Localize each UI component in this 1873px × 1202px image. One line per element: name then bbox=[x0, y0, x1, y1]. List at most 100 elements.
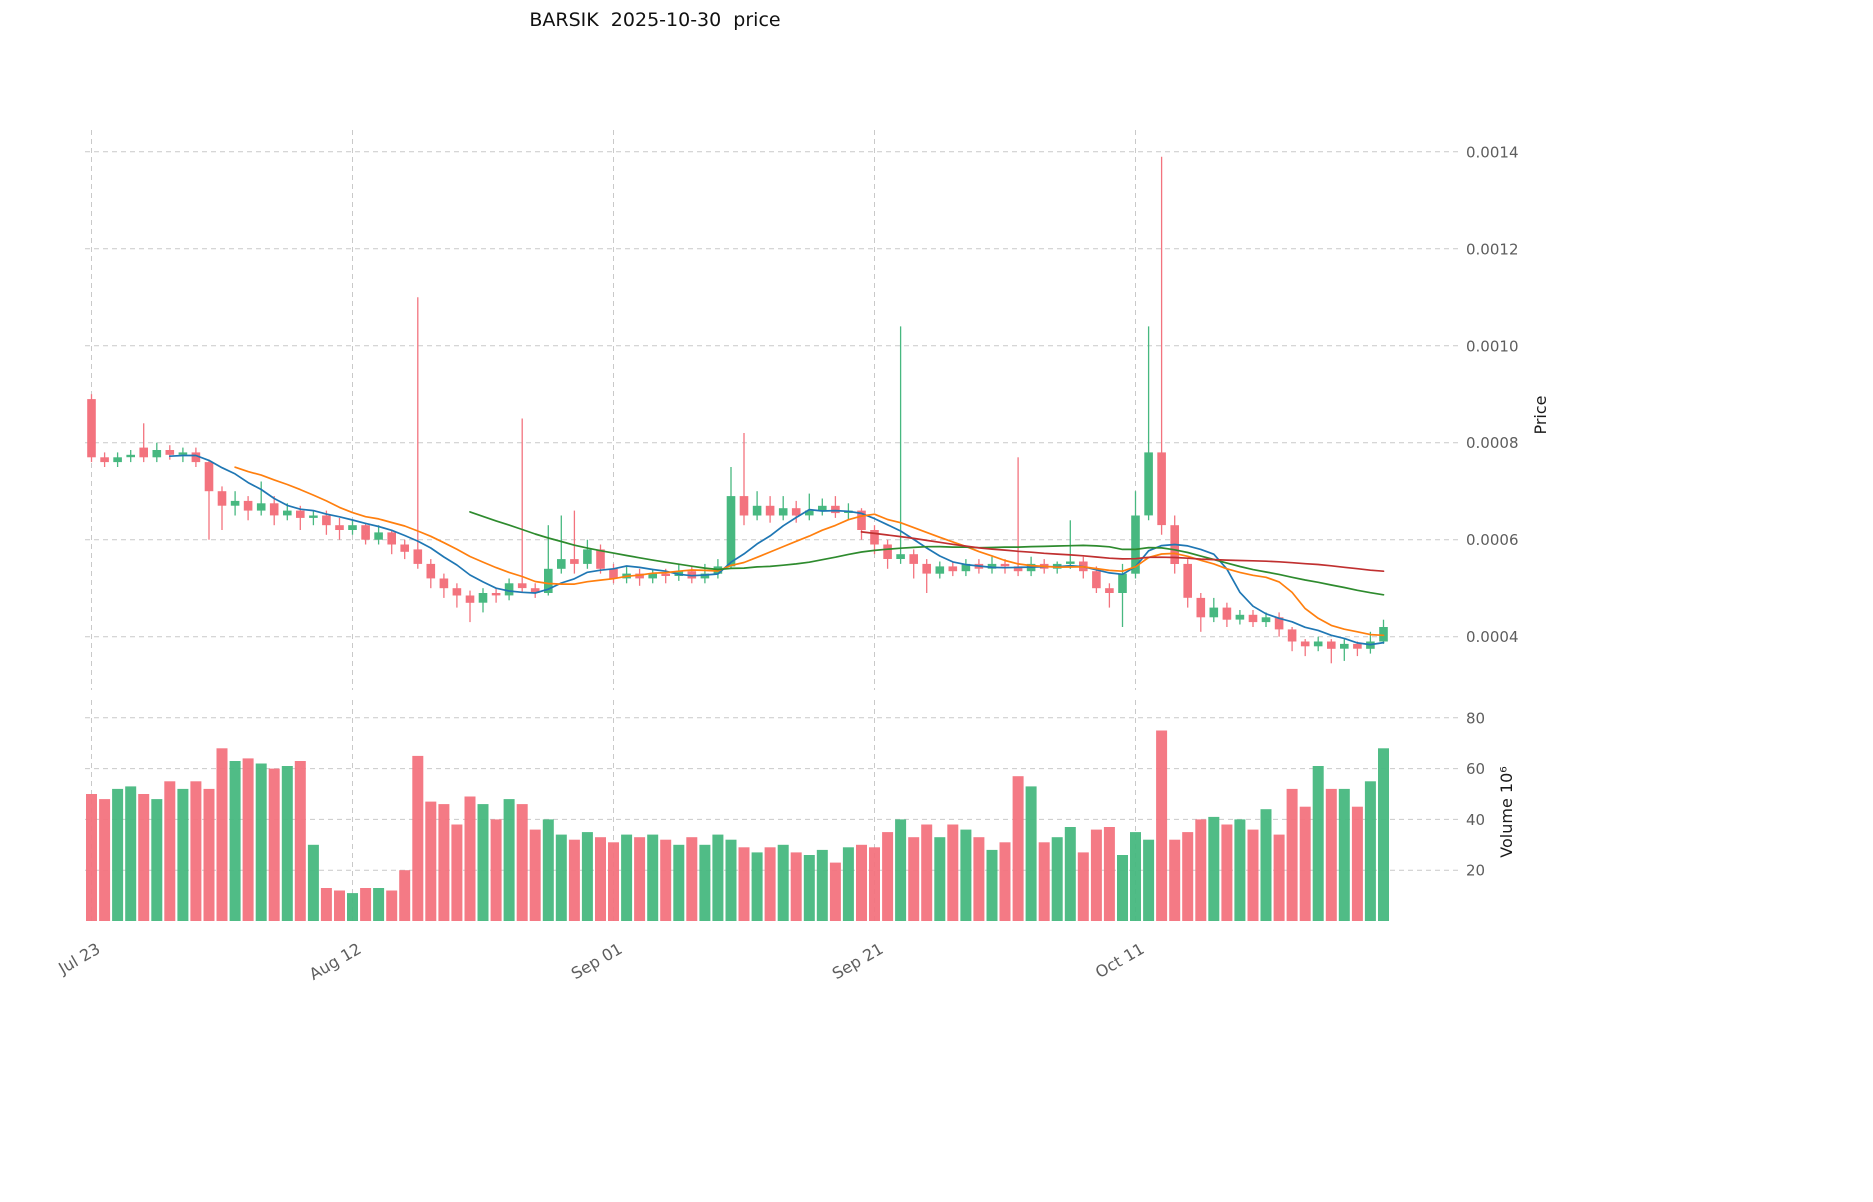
candle-body bbox=[1131, 515, 1140, 574]
volume-bar bbox=[869, 847, 880, 921]
volume-bar bbox=[725, 839, 737, 921]
volume-bar bbox=[764, 847, 776, 921]
volume-bar bbox=[464, 796, 476, 921]
candle-body bbox=[791, 508, 801, 516]
candle-body bbox=[387, 532, 396, 545]
volume-bar bbox=[555, 834, 567, 921]
candle-body bbox=[309, 515, 318, 518]
candle-body bbox=[517, 583, 527, 589]
chart-title: BARSIK 2025-10-30 price bbox=[529, 9, 781, 31]
volume-bar bbox=[1378, 748, 1389, 921]
candle-body bbox=[831, 505, 840, 514]
candle-body bbox=[896, 554, 905, 559]
volume-bar bbox=[1247, 829, 1259, 921]
volume-bar bbox=[1051, 837, 1063, 921]
volume-bar bbox=[777, 844, 789, 921]
volume-bar bbox=[1286, 788, 1298, 921]
volume-bar bbox=[1260, 809, 1272, 921]
volume-bar bbox=[1143, 839, 1155, 921]
volume-bar bbox=[229, 761, 241, 921]
candle-body bbox=[883, 544, 892, 559]
price-axis-tick-labels: 0.0004 0.0006 0.0008 0.0010 0.0012 0.0014 bbox=[1466, 143, 1519, 646]
volume-bar bbox=[86, 794, 97, 921]
volume-tick-label: 80 bbox=[1466, 709, 1485, 727]
volume-bar bbox=[255, 763, 267, 921]
volume-bar bbox=[790, 852, 802, 921]
candle-body bbox=[1379, 627, 1388, 642]
candle-body bbox=[1222, 607, 1232, 620]
candle-body bbox=[1248, 614, 1258, 623]
candle-body bbox=[726, 496, 736, 567]
candle-body bbox=[765, 505, 775, 516]
candle-body bbox=[818, 505, 827, 511]
volume-bar bbox=[438, 804, 450, 921]
price-tick-label: 0.0010 bbox=[1466, 337, 1519, 355]
price-tick-label: 0.0012 bbox=[1466, 240, 1519, 258]
candle-body bbox=[1340, 643, 1349, 649]
volume-bar bbox=[1182, 832, 1194, 921]
candle-body bbox=[139, 447, 148, 458]
volume-bar bbox=[1312, 766, 1324, 921]
candle-body bbox=[361, 525, 370, 540]
candle-body bbox=[1196, 597, 1206, 618]
ma-line-30 bbox=[469, 511, 1385, 596]
ma-line-12 bbox=[234, 466, 1385, 637]
candle-body bbox=[557, 559, 566, 569]
volume-bar bbox=[294, 761, 306, 921]
volume-tick-label: 40 bbox=[1466, 811, 1485, 829]
x-tick-label: Aug 12 bbox=[306, 939, 365, 984]
volume-bar bbox=[699, 844, 711, 921]
volume-bar bbox=[673, 844, 685, 921]
candle-body bbox=[805, 510, 814, 516]
volume-bar bbox=[1364, 781, 1376, 921]
volume-bar bbox=[190, 781, 202, 921]
volume-bar bbox=[999, 842, 1011, 921]
volume-bar bbox=[595, 837, 606, 921]
candle-body bbox=[230, 500, 240, 506]
volume-axis-title: Volume 10⁶ bbox=[1497, 766, 1516, 857]
candle-body bbox=[1209, 607, 1219, 618]
volume-bar bbox=[203, 788, 215, 921]
volume-bar bbox=[242, 758, 254, 921]
volume-bar bbox=[1130, 832, 1141, 921]
volume-bar bbox=[334, 890, 345, 921]
candle-body bbox=[1287, 629, 1297, 642]
candle-body bbox=[596, 549, 605, 569]
candle-body bbox=[439, 578, 449, 589]
candle-body bbox=[1066, 561, 1075, 564]
volume-bar bbox=[829, 862, 841, 921]
volume-bar bbox=[1090, 829, 1102, 921]
candle-body bbox=[165, 450, 175, 455]
x-tick-label: Sep 21 bbox=[829, 939, 887, 983]
volume-bar bbox=[477, 804, 489, 921]
volume-bar bbox=[816, 849, 828, 921]
candle-body bbox=[648, 573, 657, 579]
candle-body bbox=[296, 510, 305, 518]
volume-bar bbox=[1325, 788, 1337, 921]
volume-bar bbox=[1234, 819, 1246, 921]
volume-bar bbox=[908, 837, 920, 921]
volume-bar bbox=[842, 847, 854, 921]
candle-body bbox=[491, 593, 501, 596]
candle-body bbox=[1144, 452, 1153, 516]
x-tick-label: Oct 11 bbox=[1092, 939, 1147, 982]
volume-bar bbox=[373, 888, 385, 921]
volume-bar bbox=[360, 888, 372, 921]
candle-body bbox=[1274, 617, 1284, 630]
candle-body bbox=[283, 510, 292, 516]
volume-bar bbox=[1221, 824, 1233, 921]
candle-body bbox=[204, 462, 214, 492]
candle-body bbox=[452, 588, 462, 596]
candle-body bbox=[1013, 566, 1023, 572]
volume-bar bbox=[503, 799, 515, 921]
volume-bar bbox=[660, 839, 672, 921]
volume-bar bbox=[307, 844, 319, 921]
candle-body bbox=[752, 505, 762, 516]
volume-bar bbox=[1169, 839, 1181, 921]
candle-body bbox=[478, 593, 488, 603]
volume-bar bbox=[1338, 788, 1350, 921]
volume-bar bbox=[882, 832, 894, 921]
volume-bar bbox=[1077, 852, 1089, 921]
volume-axis-tick-labels: 20 40 60 80 bbox=[1466, 709, 1485, 879]
